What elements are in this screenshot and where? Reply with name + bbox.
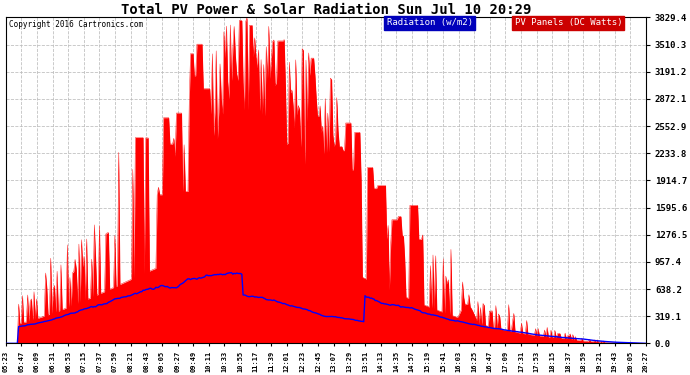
Text: Radiation (w/m2): Radiation (w/m2) bbox=[386, 18, 473, 27]
Text: PV Panels (DC Watts): PV Panels (DC Watts) bbox=[515, 18, 622, 27]
Title: Total PV Power & Solar Radiation Sun Jul 10 20:29: Total PV Power & Solar Radiation Sun Jul… bbox=[121, 3, 531, 17]
Text: Copyright 2016 Cartronics.com: Copyright 2016 Cartronics.com bbox=[9, 20, 143, 29]
